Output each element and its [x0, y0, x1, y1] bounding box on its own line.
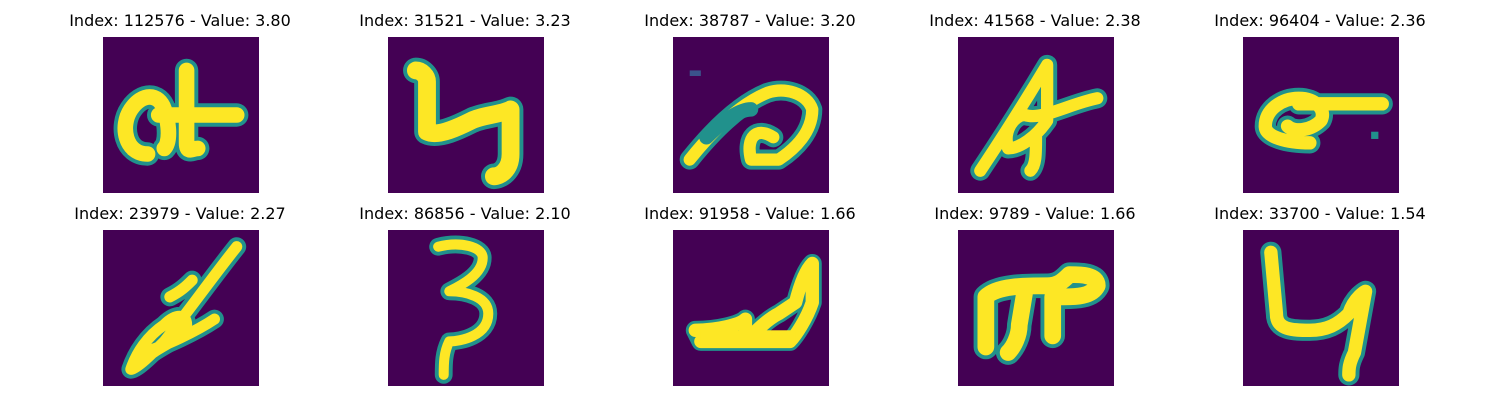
panel-title: Index: 38787 - Value: 3.20 [644, 11, 856, 30]
image-panel: Index: 9789 - Value: 1.66 [885, 203, 1185, 393]
image-panel: Index: 96404 - Value: 2.36 [1170, 10, 1470, 200]
glyph-image [388, 230, 544, 386]
image-panel: Index: 112576 - Value: 3.80 [30, 10, 330, 200]
image-panel: Index: 86856 - Value: 2.10 [315, 203, 615, 393]
panel-title: Index: 112576 - Value: 3.80 [69, 11, 291, 30]
glyph-image [1243, 230, 1399, 386]
image-panel: Index: 38787 - Value: 3.20 [600, 10, 900, 200]
image-panel: Index: 31521 - Value: 3.23 [315, 10, 615, 200]
glyph-image [958, 230, 1114, 386]
panel-title: Index: 96404 - Value: 2.36 [1214, 11, 1426, 30]
panel-title: Index: 31521 - Value: 3.23 [359, 11, 571, 30]
glyph-image [673, 37, 829, 193]
panel-title: Index: 86856 - Value: 2.10 [359, 204, 571, 223]
glyph-image [1243, 37, 1399, 193]
panel-title: Index: 9789 - Value: 1.66 [934, 204, 1136, 223]
panel-title: Index: 41568 - Value: 2.38 [929, 11, 1141, 30]
glyph-image [103, 230, 259, 386]
panel-title: Index: 23979 - Value: 2.27 [74, 204, 286, 223]
panel-title: Index: 33700 - Value: 1.54 [1214, 204, 1426, 223]
image-panel: Index: 41568 - Value: 2.38 [885, 10, 1185, 200]
image-panel: Index: 33700 - Value: 1.54 [1170, 203, 1470, 393]
image-panel: Index: 91958 - Value: 1.66 [600, 203, 900, 393]
glyph-image [103, 37, 259, 193]
glyph-image [958, 37, 1114, 193]
glyph-image [673, 230, 829, 386]
glyph-image [388, 37, 544, 193]
image-panel: Index: 23979 - Value: 2.27 [30, 203, 330, 393]
panel-title: Index: 91958 - Value: 1.66 [644, 204, 856, 223]
